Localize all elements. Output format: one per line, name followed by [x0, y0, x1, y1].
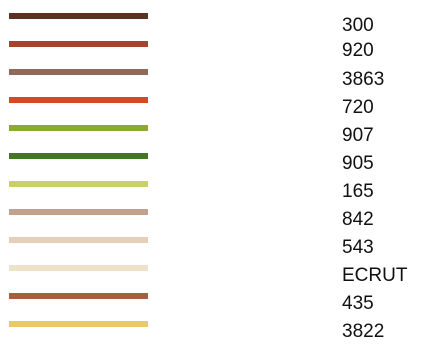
thread-code-label: 300: [342, 15, 374, 36]
thread-swatch-row: 300: [0, 0, 431, 36]
thread-code-label: 543: [342, 237, 374, 258]
color-swatch-line: [9, 153, 148, 159]
thread-swatch-row: 842: [0, 0, 431, 230]
thread-code-label: 165: [342, 181, 374, 202]
color-swatch-line: [9, 125, 148, 131]
thread-swatch-row: 165: [0, 0, 431, 202]
thread-code-label: 3863: [342, 69, 385, 90]
thread-swatch-row: 543: [0, 0, 431, 258]
color-swatch-line: [9, 41, 148, 47]
color-swatch-line: [9, 265, 148, 271]
thread-swatch-row: 3822: [0, 0, 431, 342]
thread-code-label: 920: [342, 40, 374, 61]
color-swatch-line: [9, 237, 148, 243]
thread-swatch-row: 3863: [0, 0, 431, 90]
thread-code-label: 3822: [342, 321, 385, 342]
thread-code-label: ECRUT: [342, 265, 408, 286]
thread-swatch-row: 720: [0, 0, 431, 118]
thread-swatch-row: 905: [0, 0, 431, 174]
thread-swatch-row: 435: [0, 0, 431, 314]
thread-code-label: 720: [342, 97, 374, 118]
thread-swatch-row: 920: [0, 0, 431, 61]
thread-code-label: 435: [342, 293, 374, 314]
thread-code-label: 907: [342, 125, 374, 146]
thread-swatch-row: 907: [0, 0, 431, 146]
thread-code-label: 905: [342, 153, 374, 174]
thread-code-label: 842: [342, 209, 374, 230]
color-swatch-line: [9, 321, 148, 327]
color-swatch-line: [9, 97, 148, 103]
thread-swatch-row: ECRUT: [0, 0, 431, 286]
color-swatch-line: [9, 69, 148, 75]
color-swatch-line: [9, 293, 148, 299]
color-swatch-line: [9, 13, 148, 19]
color-swatch-line: [9, 181, 148, 187]
color-swatch-line: [9, 209, 148, 215]
